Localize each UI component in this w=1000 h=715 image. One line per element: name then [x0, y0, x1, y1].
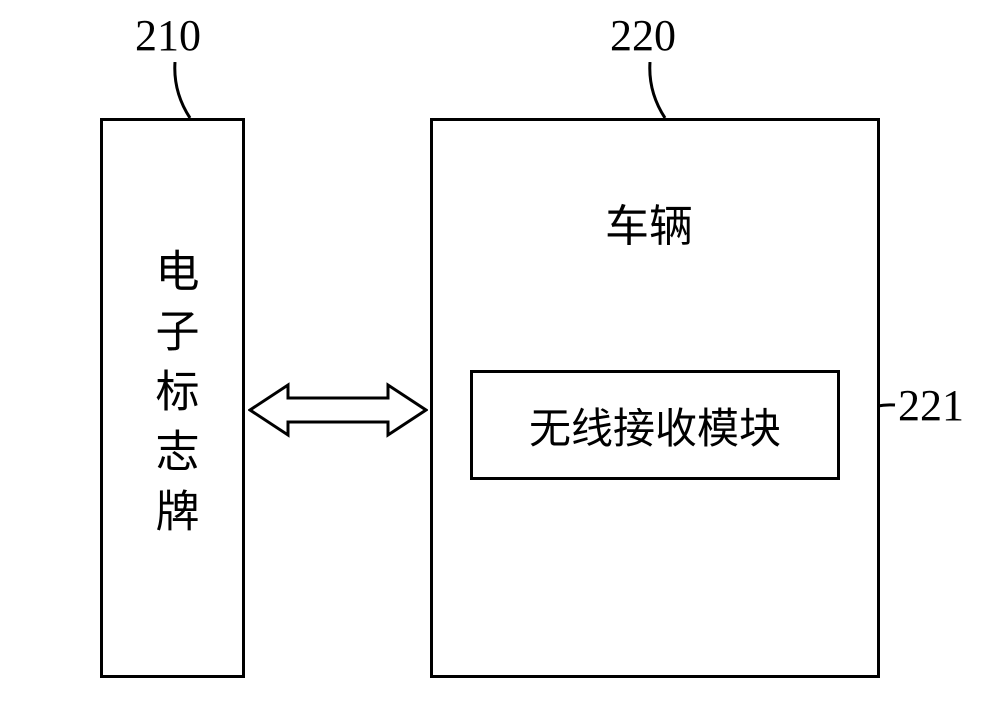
callout-curve-210 — [165, 62, 215, 122]
ref-label-221: 221 — [898, 380, 964, 431]
electronic-sign-block: 电子标志牌 — [100, 118, 245, 678]
callout-curve-220 — [640, 62, 690, 122]
electronic-sign-label: 电子标志牌 — [141, 248, 205, 548]
bidirectional-arrow — [248, 380, 428, 440]
ref-label-220: 220 — [610, 10, 676, 61]
ref-label-210: 210 — [135, 10, 201, 61]
wireless-receiver-module-label: 无线接收模块 — [529, 395, 781, 456]
wireless-receiver-module-block: 无线接收模块 — [470, 370, 840, 480]
vehicle-title: 车辆 — [605, 190, 693, 254]
